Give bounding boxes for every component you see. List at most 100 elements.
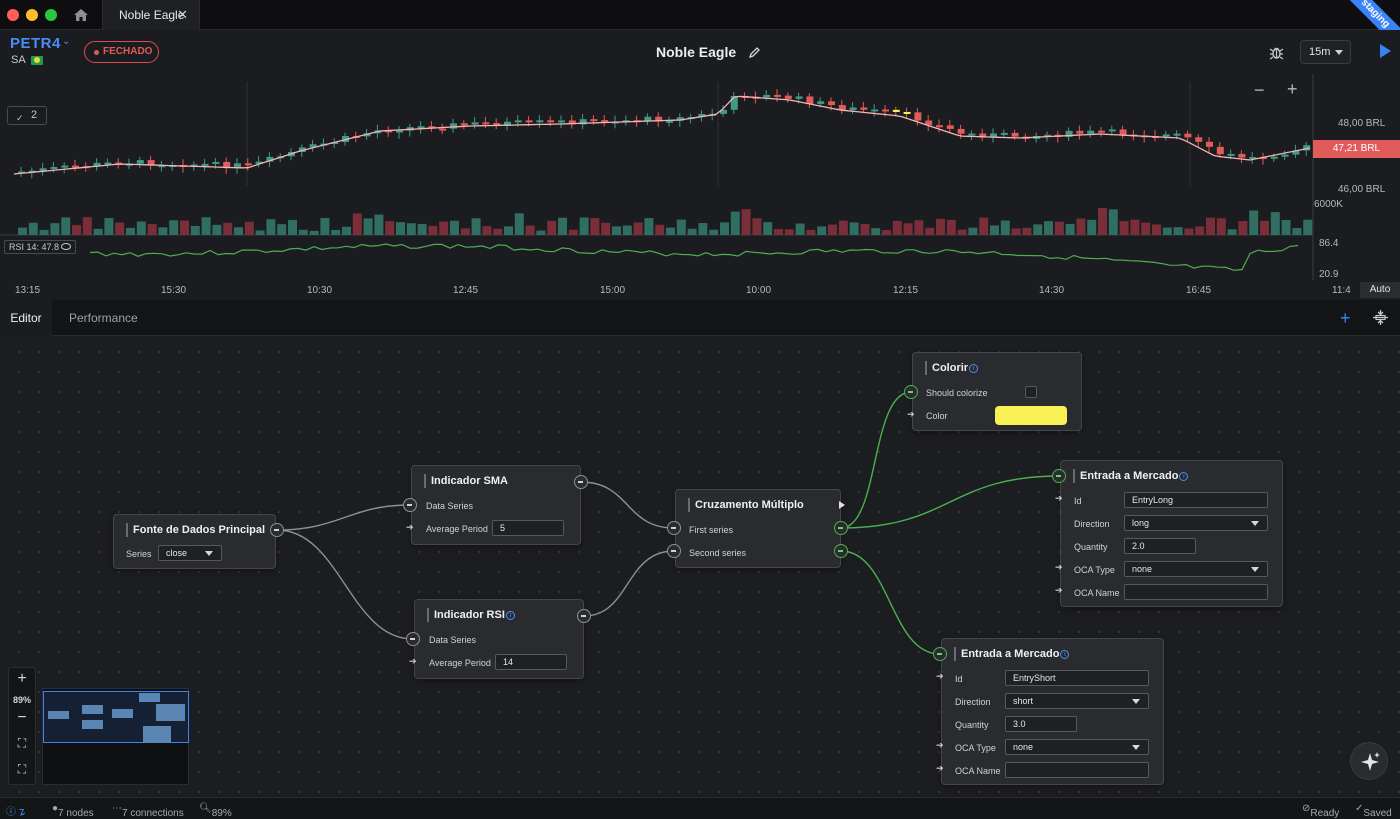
zoom-out-button[interactable]: −: [17, 709, 27, 726]
input-port[interactable]: [667, 521, 681, 535]
timeframe-select[interactable]: 15m: [1300, 40, 1351, 64]
oca-type-select[interactable]: none: [1005, 739, 1149, 755]
ai-assist-button[interactable]: [1350, 742, 1388, 780]
input-port[interactable]: [933, 647, 947, 661]
window-maximize-button[interactable]: [45, 9, 57, 21]
tab-label: Noble Eagle: [119, 8, 185, 22]
chevron-down-icon[interactable]: ⌄: [62, 36, 71, 47]
info-icon[interactable]: i: [505, 611, 515, 620]
tab-performance[interactable]: Performance: [69, 311, 138, 325]
window-minimize-button[interactable]: [26, 9, 38, 21]
node-editor-canvas[interactable]: Fonte de Dados Principal Series close In…: [0, 336, 1400, 797]
candle-body: [331, 142, 339, 145]
tab-editor[interactable]: Editor: [0, 300, 52, 336]
volume-bar: [266, 219, 276, 235]
info-icon[interactable]: i: [969, 364, 979, 373]
node-market-entry-long[interactable]: Entrada a Mercado i Id EntryLong Directio…: [1060, 460, 1283, 607]
oca-name-input[interactable]: [1005, 762, 1149, 778]
average-period-input[interactable]: 14: [495, 654, 567, 670]
node-colorize[interactable]: Colorir i Should colorize Color: [912, 352, 1082, 431]
output-port[interactable]: [834, 521, 848, 535]
run-backtest-button[interactable]: [1380, 44, 1391, 58]
candle-body: [525, 120, 533, 123]
id-input[interactable]: EntryLong: [1124, 492, 1268, 508]
pencil-icon[interactable]: [749, 47, 760, 58]
candle-body: [536, 120, 544, 123]
oca-name-input[interactable]: [1124, 584, 1268, 600]
eye-icon[interactable]: [61, 243, 72, 250]
color-picker[interactable]: [995, 406, 1067, 425]
volume-bar: [936, 218, 945, 235]
arrow-right-icon: ➔: [406, 522, 414, 532]
minimap-node: [48, 711, 69, 719]
input-port[interactable]: [1052, 469, 1066, 483]
input-port[interactable]: [406, 632, 420, 646]
zoom-in-button[interactable]: +: [17, 670, 27, 687]
price-chart[interactable]: ✓ 2 − + 48,00 BRL 46,00 BRL 47,21 BRL 60…: [0, 74, 1400, 374]
bug-icon[interactable]: [1269, 45, 1284, 60]
window-close-button[interactable]: [7, 9, 19, 21]
connection-count: ⋯ 7 connections: [112, 803, 184, 819]
candle-body: [1206, 141, 1213, 147]
minimap[interactable]: [42, 688, 189, 785]
volume-bar: [752, 218, 762, 235]
node-multiple-crossover[interactable]: Cruzamento Múltiplo First series Second …: [675, 489, 841, 568]
volume-bar: [428, 225, 438, 235]
info-icon[interactable]: i: [1060, 650, 1070, 659]
home-icon[interactable]: [73, 7, 89, 23]
auto-scale-button[interactable]: Auto: [1360, 282, 1400, 298]
candle-body: [147, 160, 155, 166]
node-title: Entrada a Mercado i: [954, 647, 1070, 661]
arrow-right-icon: ➔: [1055, 585, 1063, 595]
node-sma[interactable]: Indicador SMA Data Series Average Period…: [411, 465, 581, 545]
rsi-legend[interactable]: RSI 14: 47.8: [4, 240, 77, 254]
id-input[interactable]: EntryShort: [1005, 670, 1149, 686]
candle-body: [871, 109, 879, 112]
quantity-input[interactable]: 3.0: [1005, 716, 1077, 732]
direction-select[interactable]: short: [1005, 693, 1149, 709]
candle-body: [849, 107, 857, 111]
candle-body: [817, 101, 825, 104]
candle-body: [784, 95, 792, 99]
tab-noble-eagle[interactable]: Noble Eagle ✕: [102, 0, 200, 30]
volume-bar: [1108, 209, 1118, 235]
chart-zoom-in-button[interactable]: +: [1287, 79, 1298, 99]
input-port[interactable]: [403, 498, 417, 512]
fullscreen-icon[interactable]: ⛶: [17, 762, 27, 776]
minimap-node: [82, 720, 103, 729]
node-title-text: Indicador RSI: [434, 609, 505, 621]
chart-zoom-out-button[interactable]: −: [1254, 80, 1265, 100]
fit-view-icon[interactable]: ⛶: [17, 736, 27, 750]
should-colorize-checkbox[interactable]: [1025, 386, 1037, 398]
candle-body: [1098, 130, 1105, 133]
add-node-button[interactable]: +: [1340, 308, 1351, 328]
input-port[interactable]: [904, 385, 918, 399]
average-period-input[interactable]: 5: [492, 520, 564, 536]
node-market-entry-short[interactable]: Entrada a Mercado i Id EntryShort Directi…: [941, 638, 1164, 785]
issues-counter[interactable]: ⓘ 7 ⌄: [6, 807, 28, 819]
split-view-icon[interactable]: [1373, 310, 1388, 325]
candle-body: [968, 133, 976, 136]
input-port[interactable]: [667, 544, 681, 558]
node-data-source[interactable]: Fonte de Dados Principal Series close: [113, 514, 276, 569]
close-icon[interactable]: ✕: [177, 7, 188, 22]
rsi-axis-label: 86.4: [1319, 238, 1339, 249]
node-rsi[interactable]: Indicador RSI i Data Series Average Perio…: [414, 599, 584, 679]
info-icon[interactable]: i: [1179, 472, 1189, 481]
direction-select[interactable]: long: [1124, 515, 1268, 531]
symbol-selector[interactable]: PETR4: [10, 35, 61, 52]
exec-output-port[interactable]: [839, 501, 845, 509]
output-port[interactable]: [834, 544, 848, 558]
output-port[interactable]: [574, 475, 588, 489]
candle-body: [93, 162, 101, 167]
candle-body: [892, 109, 900, 112]
arrow-right-icon: ➔: [936, 671, 944, 681]
oca-type-select[interactable]: none: [1124, 561, 1268, 577]
series-select[interactable]: close: [158, 545, 222, 561]
output-port[interactable]: [270, 523, 284, 537]
zoom-status-label: 89%: [211, 808, 232, 819]
pane-collapse-button[interactable]: ✓ 2: [7, 106, 47, 125]
quantity-input[interactable]: 2.0: [1124, 538, 1196, 554]
volume-bar: [201, 217, 211, 235]
output-port[interactable]: [577, 609, 591, 623]
